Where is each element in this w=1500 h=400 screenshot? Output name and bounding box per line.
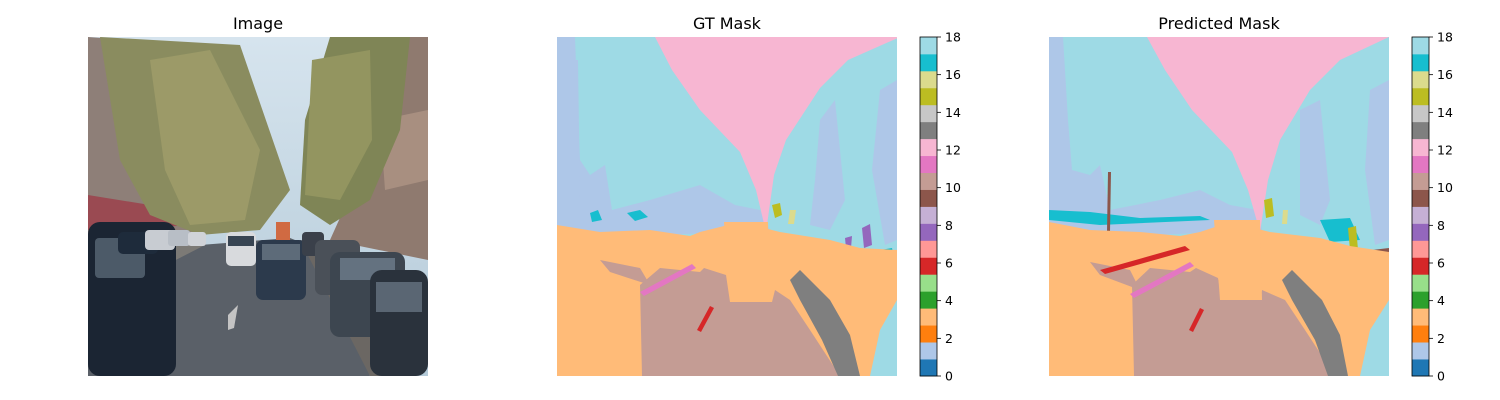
colorbar-swatch: [1412, 206, 1429, 224]
predicted-colorbar: 0 2 4 6 8 10 12 14 16 18: [1411, 30, 1453, 384]
colorbar-swatch: [920, 121, 937, 140]
colorbar-tick-label: 0: [945, 369, 953, 384]
colorbar-swatch: [1412, 308, 1429, 326]
colorbar-tick-label: 10: [945, 180, 961, 195]
colorbar-swatch: [920, 172, 937, 190]
colorbar-swatch: [1412, 189, 1429, 207]
colorbar-swatch: [920, 223, 937, 241]
colorbar-swatch: [1412, 223, 1429, 241]
colorbar-tick-label: 6: [1437, 256, 1445, 271]
colorbar-swatch: [920, 87, 937, 106]
colorbar-swatch: [1412, 240, 1429, 258]
colorbar-swatch: [920, 325, 937, 343]
colorbar-swatch: [1412, 359, 1429, 377]
colorbar-swatch: [920, 37, 937, 55]
colorbar-swatch: [920, 274, 937, 292]
colorbar-frame: [1411, 36, 1430, 377]
colorbar-swatch: [1412, 121, 1429, 140]
colorbar-tick-label: 16: [945, 67, 961, 82]
colorbar-tick-label: 18: [1437, 30, 1453, 45]
colorbar-swatch: [1412, 274, 1429, 292]
gt-colorbar: 0 2 4 6 8 10 12 14 16 18: [919, 30, 961, 384]
colorbar-swatch: [1412, 37, 1429, 55]
colorbar-swatch: [920, 70, 937, 89]
colorbar-swatch: [1412, 53, 1429, 72]
colorbar-tick-label: 4: [945, 293, 953, 308]
colorbar-swatch: [920, 291, 937, 309]
colorbar-swatch: [1412, 155, 1429, 173]
colorbar-swatch: [920, 53, 937, 72]
gt-mask-heatmap: [557, 37, 897, 376]
colorbar-tick-label: 8: [945, 218, 953, 233]
street-photo: [88, 37, 428, 376]
colorbar-swatch: [1412, 87, 1429, 106]
colorbar-swatch: [1412, 257, 1429, 275]
colorbar-swatch: [1412, 342, 1429, 360]
colorbar-swatch: [920, 342, 937, 360]
colorbar-swatch: [920, 189, 937, 207]
colorbar-swatch: [920, 257, 937, 275]
colorbar-swatch: [1412, 325, 1429, 343]
colorbar-tick-label: 18: [945, 30, 961, 45]
colorbar-swatch: [920, 206, 937, 224]
colorbar-swatch: [1412, 104, 1429, 123]
predicted-mask-heatmap: [1049, 37, 1389, 376]
colorbar-swatch: [920, 308, 937, 326]
colorbar-swatch: [920, 104, 937, 123]
colorbar-tick-label: 12: [945, 143, 961, 158]
colorbar-tick-label: 14: [1437, 105, 1453, 120]
panel-title-gt: GT Mask: [693, 14, 762, 33]
colorbar-tick-label: 16: [1437, 67, 1453, 82]
colorbar-tick-label: 10: [1437, 180, 1453, 195]
colorbar-swatch: [920, 155, 937, 173]
colorbar-tick-label: 14: [945, 105, 961, 120]
colorbar-tick-label: 6: [945, 256, 953, 271]
colorbar-swatch: [920, 359, 937, 377]
colorbar-tick-label: 2: [945, 331, 953, 346]
panel-title-pred: Predicted Mask: [1158, 14, 1280, 33]
colorbar-swatch: [1412, 138, 1429, 157]
colorbar-tick-label: 0: [1437, 369, 1445, 384]
colorbar-swatch: [1412, 70, 1429, 89]
colorbar-tick-label: 12: [1437, 143, 1453, 158]
colorbar-tick-label: 2: [1437, 331, 1445, 346]
colorbar-frame: [919, 36, 938, 377]
colorbar-swatch: [920, 240, 937, 258]
colorbar-tick-label: 8: [1437, 218, 1445, 233]
colorbar-tick-label: 4: [1437, 293, 1445, 308]
colorbar-swatch: [1412, 172, 1429, 190]
colorbar-swatch: [920, 138, 937, 157]
colorbar-swatch: [1412, 291, 1429, 309]
panel-title-image: Image: [233, 14, 283, 33]
